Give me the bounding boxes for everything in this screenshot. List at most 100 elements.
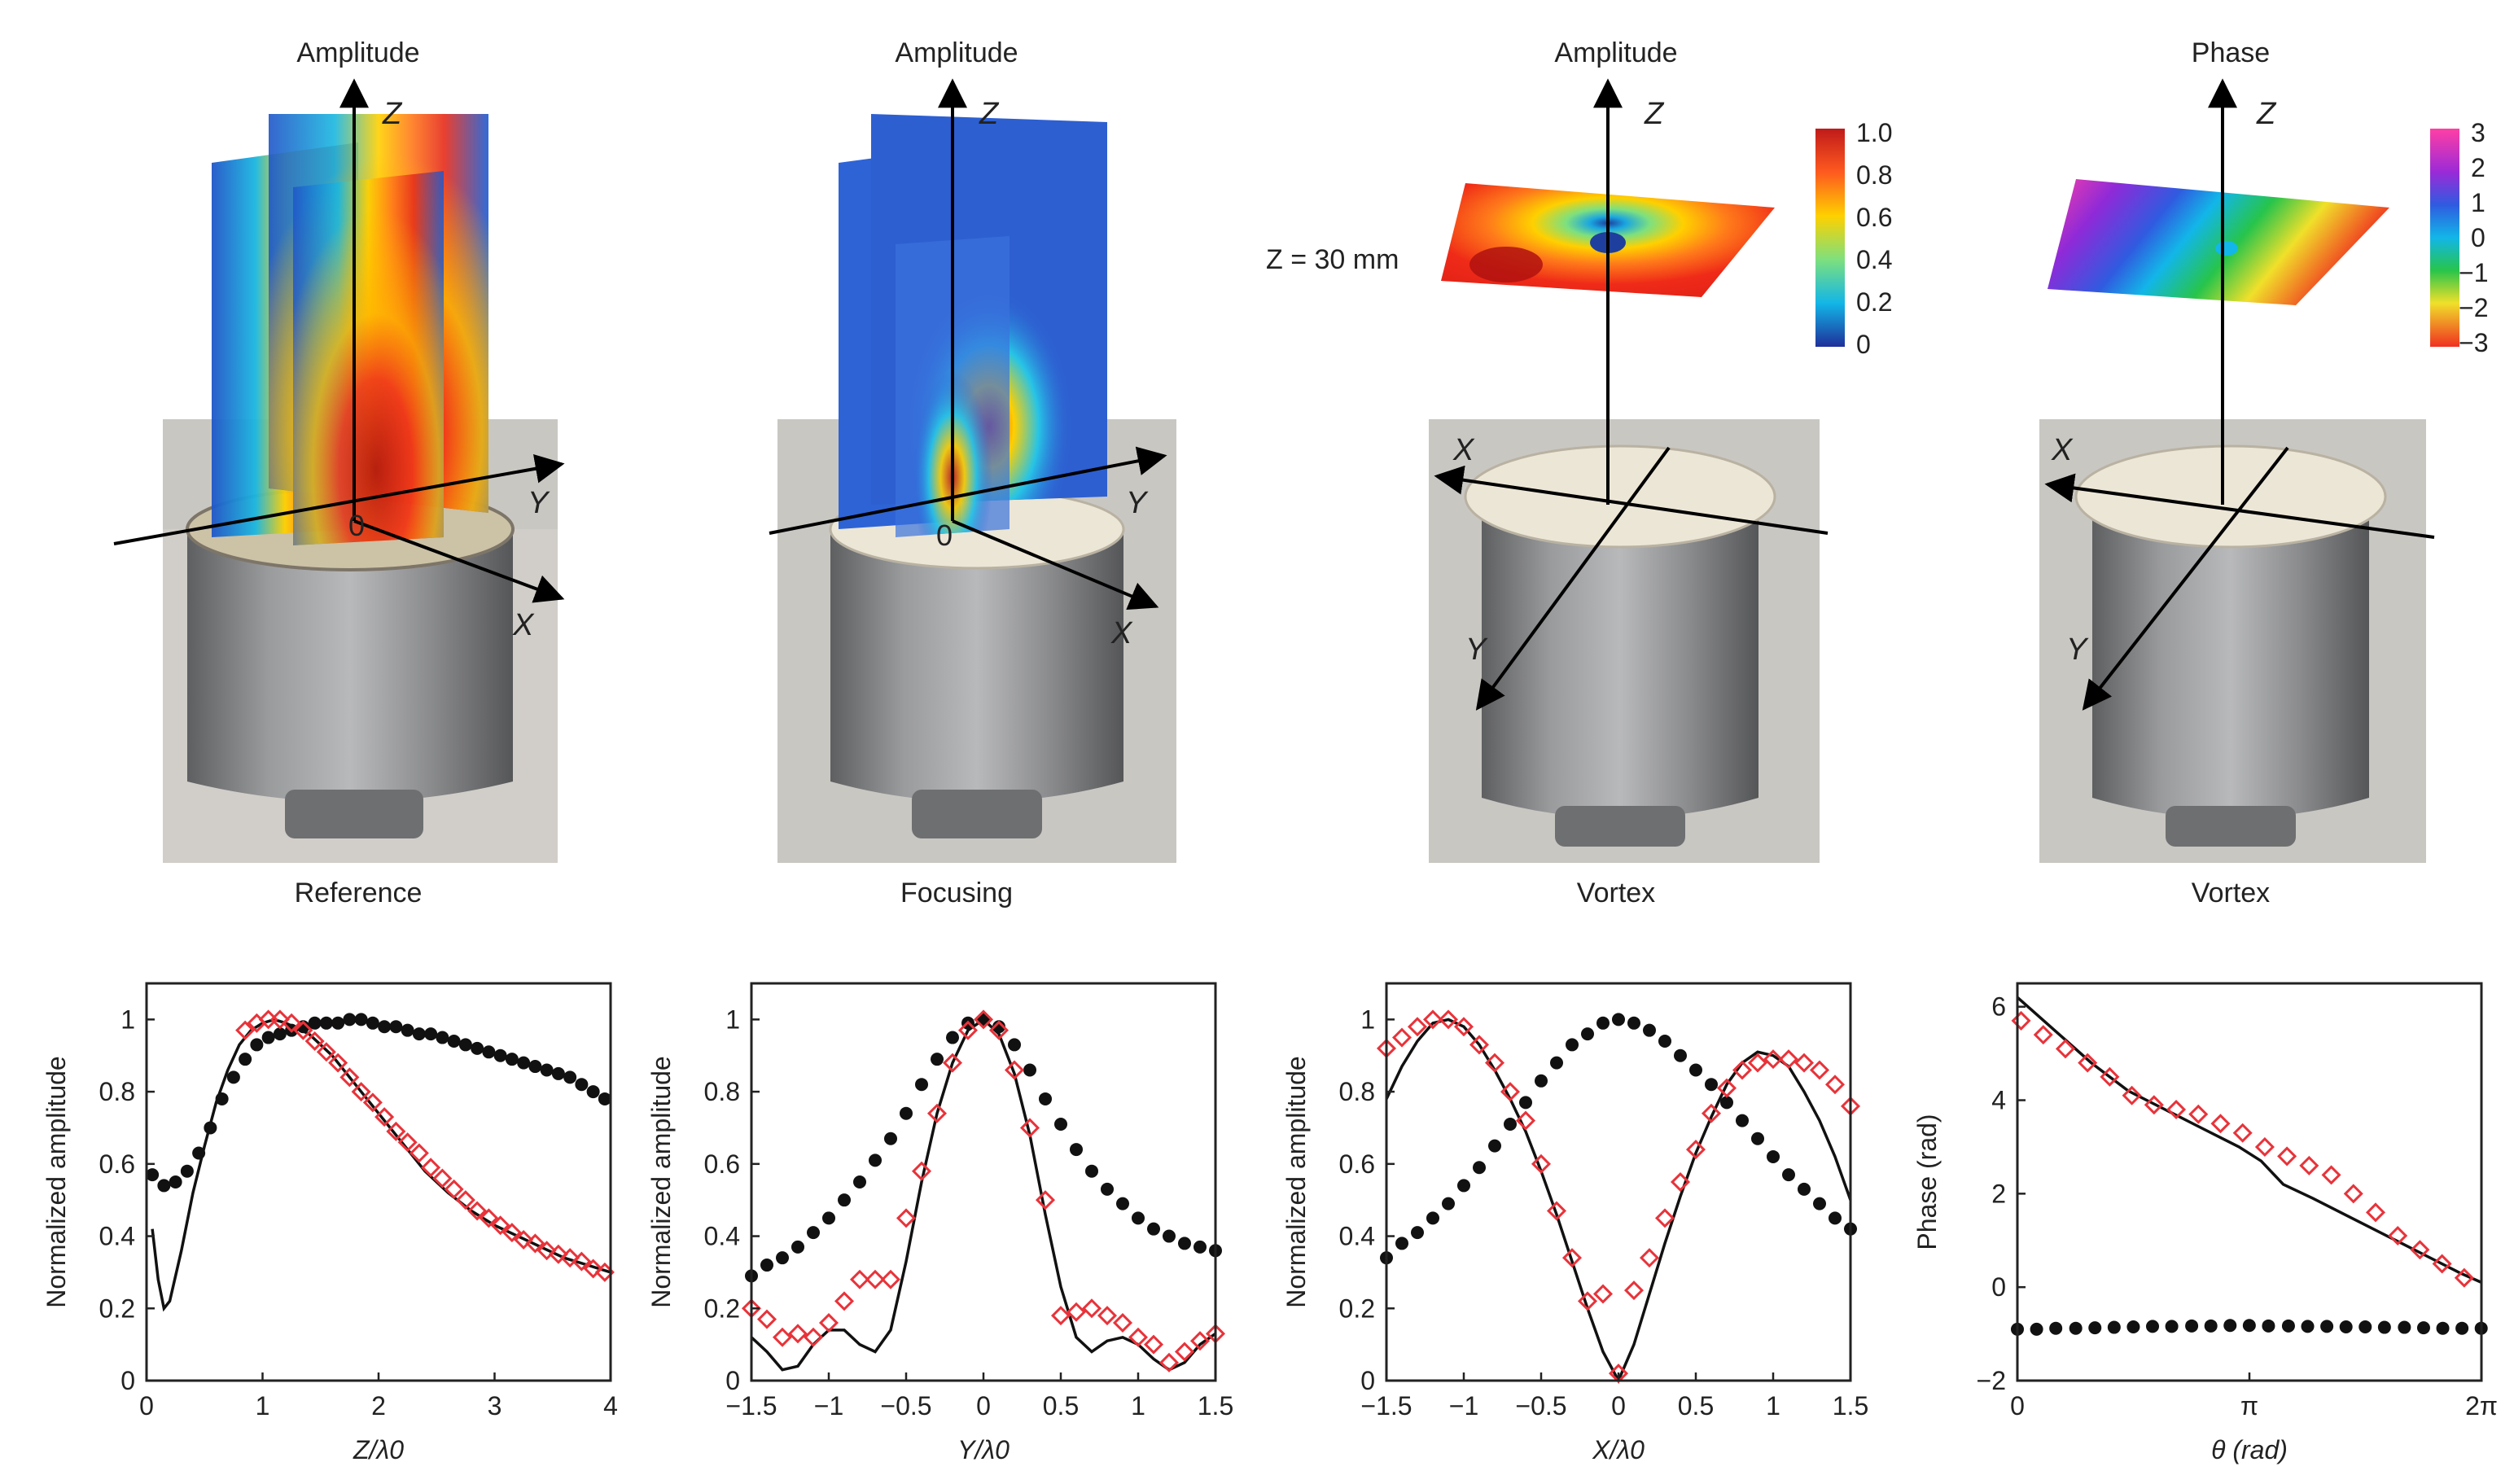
y-tick-label: 0 (1991, 1272, 2006, 1302)
data-point-red (1500, 1082, 1521, 1102)
x-axis (2044, 473, 2435, 539)
data-point-black (2069, 1321, 2083, 1335)
colorbar-tick: 0.8 (1856, 160, 1892, 190)
data-point-red (1794, 1053, 1815, 1073)
data-point-black (261, 1031, 275, 1044)
data-point-red (467, 1201, 488, 1221)
x-tick-label: 1 (256, 1391, 270, 1421)
data-point-black (1426, 1211, 1439, 1225)
panel-vortex-phase: Phase Z X Y 3 2 1 0 −1 −2 −3 Vortex (2039, 37, 2488, 908)
data-point-black (2088, 1321, 2102, 1335)
data-point-red (2321, 1165, 2341, 1185)
data-point-red (2033, 1025, 2053, 1045)
data-point-black (169, 1175, 182, 1189)
x-tick-label: 0 (976, 1391, 991, 1421)
data-point-black (389, 1020, 403, 1034)
transducer-connector (912, 790, 1042, 838)
y-axis-label: Y (1465, 633, 1488, 667)
data-point-black (563, 1070, 577, 1084)
data-point-black (1782, 1168, 1795, 1182)
data-point-red (1469, 1035, 1490, 1055)
data-point-red (258, 1009, 278, 1030)
x-tick-label: 0 (1611, 1391, 1626, 1421)
data-point-black (946, 1031, 959, 1044)
data-point-red (1453, 1017, 1474, 1037)
y-tick-label: 1 (1360, 1005, 1375, 1034)
x-tick-label: 0.5 (1043, 1391, 1079, 1421)
data-point-black (1473, 1161, 1486, 1175)
panel-caption: Vortex (1577, 878, 1655, 908)
series-line (1385, 1018, 1852, 1385)
y-axis (769, 446, 1167, 535)
data-point-black (586, 1085, 600, 1099)
data-point-red (772, 1327, 793, 1347)
y-axis (1475, 446, 1671, 711)
data-point-black (2359, 1320, 2372, 1333)
series-line (750, 1018, 1217, 1372)
data-point-red (1019, 1118, 1040, 1138)
data-point-red (455, 1190, 475, 1210)
panel-focusing: Amplitude Z Y X 0 Focusing (769, 37, 1176, 908)
y-axis-label: Phase (rad) (1912, 1114, 1942, 1250)
y-axis-label: Normalized amplitude (1281, 1056, 1311, 1307)
x-axis-label: X (1110, 616, 1133, 650)
data-point-black (2049, 1321, 2063, 1335)
y-tick-label: 0.4 (1339, 1222, 1375, 1251)
data-point-red (926, 1103, 948, 1123)
x-axis (952, 519, 1159, 611)
y-tick-label: 1 (725, 1005, 740, 1034)
data-point-red (2277, 1146, 2297, 1167)
data-point-black (226, 1070, 240, 1084)
data-point-red (942, 1053, 963, 1073)
data-point-black (458, 1038, 472, 1052)
data-point-black (146, 1168, 160, 1182)
z-axis-label: Z (979, 97, 1000, 131)
data-point-red (880, 1269, 901, 1289)
data-point-red (1484, 1053, 1505, 1073)
data-point-black (915, 1078, 928, 1092)
transducer-body (187, 529, 513, 802)
data-point-red (2011, 1010, 2031, 1031)
data-point-black (180, 1164, 194, 1178)
data-point-red (1654, 1208, 1675, 1228)
data-point-red (2188, 1104, 2209, 1124)
data-point-black (1178, 1237, 1191, 1250)
data-point-black (1039, 1092, 1052, 1105)
transducer-connector (2166, 806, 2296, 847)
data-point-red (2210, 1114, 2231, 1134)
data-point-red (1515, 1110, 1536, 1131)
data-point-black (505, 1053, 519, 1066)
panel-title: Phase (2192, 37, 2270, 68)
data-point-red (1097, 1306, 1118, 1326)
data-point-black (2126, 1320, 2140, 1333)
origin-label: 0 (348, 509, 365, 542)
data-point-red (2388, 1226, 2408, 1246)
data-point-black (598, 1092, 611, 1105)
colorbar-tick: 1.0 (1856, 118, 1892, 147)
y-tick-label: 0 (1360, 1366, 1375, 1395)
data-point-black (2185, 1319, 2199, 1333)
panel-vortex-amplitude: Amplitude Z = 30 mm Z X Y 1.0 0.8 0.6 0.… (1266, 37, 1892, 908)
data-point-black (1504, 1118, 1517, 1132)
data-point-red (818, 1312, 839, 1333)
data-point-black (1674, 1048, 1687, 1062)
data-point-red (2410, 1240, 2430, 1260)
panel-title: Amplitude (895, 37, 1018, 68)
data-point-red (2232, 1123, 2253, 1143)
colorbar-tick: 3 (2471, 118, 2486, 147)
y-tick-label: 0.6 (704, 1149, 740, 1179)
data-point-black (331, 1016, 345, 1030)
x-axis-label: Y/λ0 (957, 1435, 1010, 1464)
data-point-red (1577, 1291, 1598, 1311)
x-tick-label: 0 (139, 1391, 154, 1421)
data-point-red (1004, 1060, 1025, 1080)
data-point-black (493, 1048, 507, 1062)
data-point-black (869, 1153, 882, 1167)
y-tick-label: 0 (725, 1366, 740, 1395)
x-tick-label: 4 (603, 1391, 618, 1421)
colorbar-tick: 0 (2471, 223, 2486, 252)
data-point-black (192, 1146, 206, 1160)
data-point-red (1128, 1327, 1149, 1347)
